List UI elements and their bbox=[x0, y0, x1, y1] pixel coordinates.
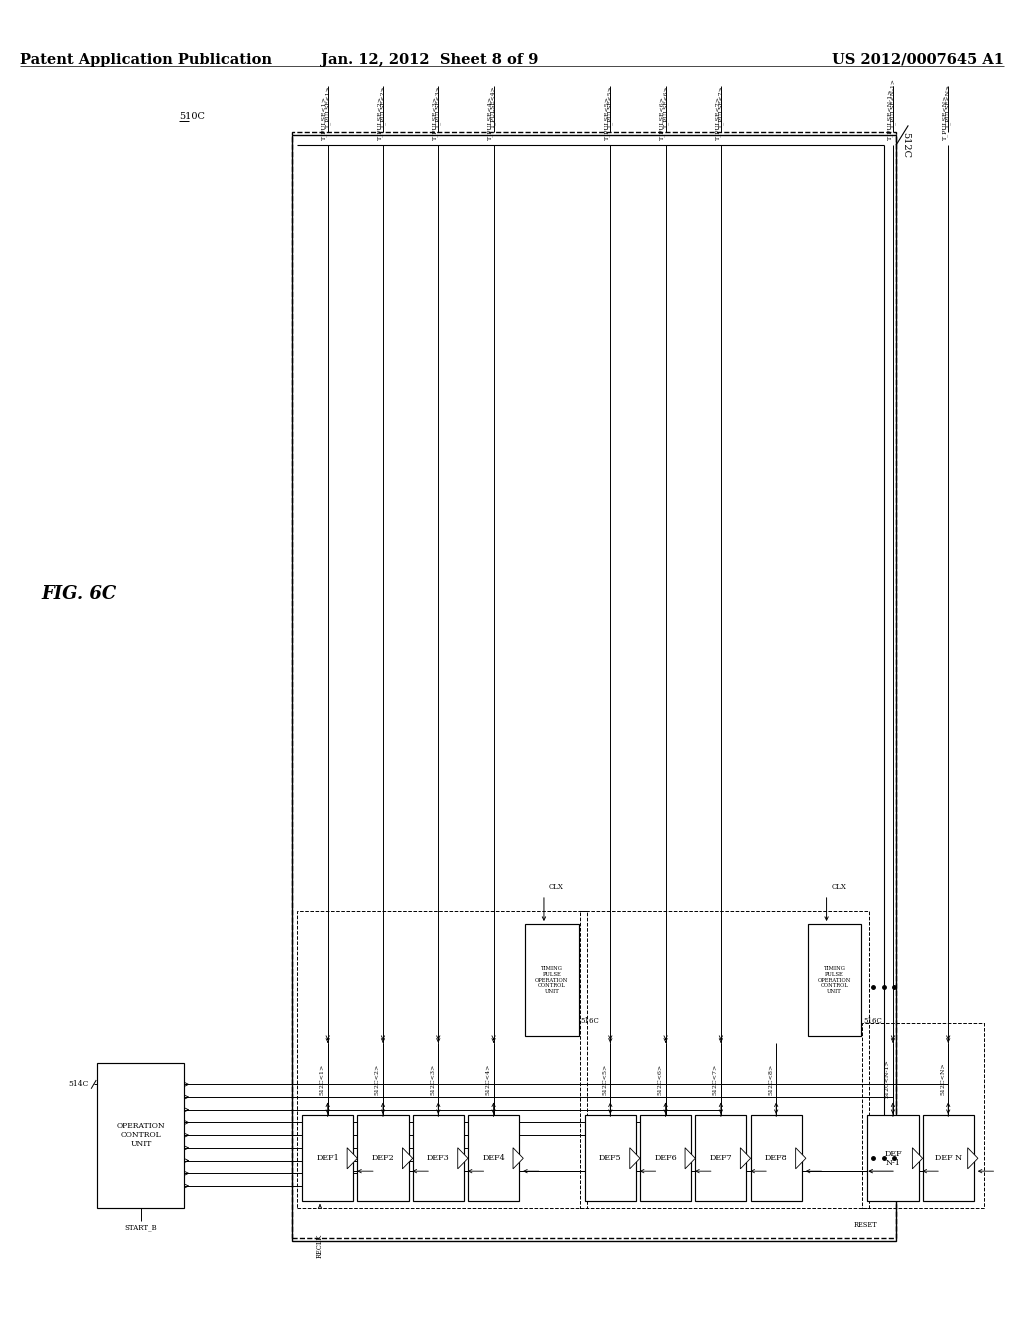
Polygon shape bbox=[912, 1147, 923, 1170]
Text: US 2012/0007645 A1: US 2012/0007645 A1 bbox=[831, 53, 1004, 67]
Text: T_PULSE<2>: T_PULSE<2> bbox=[380, 86, 386, 128]
Text: T_PULSE<7>: T_PULSE<7> bbox=[718, 86, 724, 128]
Text: RECLK: RECLK bbox=[316, 1234, 324, 1258]
Text: DEF8: DEF8 bbox=[765, 1154, 787, 1163]
FancyBboxPatch shape bbox=[585, 1115, 636, 1201]
Text: 510C: 510C bbox=[179, 112, 205, 121]
Text: DEF5: DEF5 bbox=[599, 1154, 622, 1163]
Text: T_PULSE<6>: T_PULSE<6> bbox=[663, 86, 669, 128]
FancyBboxPatch shape bbox=[695, 1115, 746, 1201]
Text: 512C: 512C bbox=[901, 132, 910, 158]
Text: T_PULSE<N>: T_PULSE<N> bbox=[945, 84, 951, 128]
Text: Jan. 12, 2012  Sheet 8 of 9: Jan. 12, 2012 Sheet 8 of 9 bbox=[322, 53, 539, 67]
Text: T_PULSE<5>: T_PULSE<5> bbox=[604, 96, 610, 140]
Text: DEF3: DEF3 bbox=[427, 1154, 450, 1163]
Text: T_PULSE<2>: T_PULSE<2> bbox=[377, 96, 383, 140]
Polygon shape bbox=[685, 1147, 695, 1170]
Polygon shape bbox=[796, 1147, 806, 1170]
FancyBboxPatch shape bbox=[867, 1115, 919, 1201]
FancyBboxPatch shape bbox=[923, 1115, 974, 1201]
Text: T_PULSE<N-1>: T_PULSE<N-1> bbox=[887, 88, 893, 140]
Text: START_B: START_B bbox=[125, 1224, 157, 1232]
Text: 512C<5>: 512C<5> bbox=[602, 1064, 607, 1094]
Text: TIMING
PULSE
OPERATION
CONTROL
UNIT: TIMING PULSE OPERATION CONTROL UNIT bbox=[536, 966, 568, 994]
Text: RESET: RESET bbox=[853, 1221, 878, 1229]
Text: TIMING
PULSE
OPERATION
CONTROL
UNIT: TIMING PULSE OPERATION CONTROL UNIT bbox=[818, 966, 851, 994]
Text: DEF1: DEF1 bbox=[316, 1154, 339, 1163]
Text: FIG. 6C: FIG. 6C bbox=[41, 585, 116, 603]
Text: 512C<N>: 512C<N> bbox=[940, 1063, 945, 1096]
Text: 512C<N-1>: 512C<N-1> bbox=[885, 1060, 890, 1098]
Text: T_PULSE<1>: T_PULSE<1> bbox=[322, 96, 328, 140]
Text: 512C<7>: 512C<7> bbox=[713, 1064, 718, 1094]
FancyBboxPatch shape bbox=[97, 1063, 184, 1208]
FancyBboxPatch shape bbox=[357, 1115, 409, 1201]
FancyBboxPatch shape bbox=[751, 1115, 802, 1201]
Text: T_PULSE<N>: T_PULSE<N> bbox=[942, 95, 948, 140]
Text: DEF
N-1: DEF N-1 bbox=[884, 1150, 902, 1167]
FancyBboxPatch shape bbox=[413, 1115, 464, 1201]
Text: 512C<6>: 512C<6> bbox=[657, 1064, 663, 1094]
Text: OPERATION
CONTROL
UNIT: OPERATION CONTROL UNIT bbox=[117, 1122, 165, 1148]
Polygon shape bbox=[740, 1147, 751, 1170]
Text: T_PULSE<6>: T_PULSE<6> bbox=[659, 96, 666, 140]
Polygon shape bbox=[630, 1147, 640, 1170]
Polygon shape bbox=[968, 1147, 978, 1170]
Polygon shape bbox=[402, 1147, 413, 1170]
Text: Patent Application Publication: Patent Application Publication bbox=[20, 53, 272, 67]
Polygon shape bbox=[458, 1147, 468, 1170]
Text: 516C: 516C bbox=[581, 1016, 599, 1024]
Text: T_PULSE<4>: T_PULSE<4> bbox=[487, 96, 494, 140]
Text: T_PULSE<7>: T_PULSE<7> bbox=[715, 96, 721, 140]
Text: CLX: CLX bbox=[549, 883, 564, 891]
Text: T_PULSE<3>: T_PULSE<3> bbox=[432, 96, 438, 140]
Text: T_PULSE<3>: T_PULSE<3> bbox=[435, 86, 441, 128]
Text: DEF N: DEF N bbox=[935, 1154, 962, 1163]
Text: 512C<4>: 512C<4> bbox=[485, 1064, 490, 1094]
Text: 512C<3>: 512C<3> bbox=[430, 1064, 435, 1094]
Text: T_PULSE<4>: T_PULSE<4> bbox=[490, 86, 497, 128]
Text: 512C<2>: 512C<2> bbox=[375, 1064, 380, 1094]
Text: CLX: CLX bbox=[831, 883, 847, 891]
FancyBboxPatch shape bbox=[808, 924, 861, 1036]
Text: DEF6: DEF6 bbox=[654, 1154, 677, 1163]
FancyBboxPatch shape bbox=[468, 1115, 519, 1201]
Text: 514C: 514C bbox=[69, 1080, 89, 1089]
Polygon shape bbox=[513, 1147, 523, 1170]
FancyBboxPatch shape bbox=[640, 1115, 691, 1201]
FancyBboxPatch shape bbox=[302, 1115, 353, 1201]
FancyBboxPatch shape bbox=[525, 924, 579, 1036]
Text: T_PULSE<5>: T_PULSE<5> bbox=[607, 86, 613, 128]
Text: 512C<1>: 512C<1> bbox=[319, 1064, 325, 1094]
Text: DEF7: DEF7 bbox=[710, 1154, 732, 1163]
Text: T_PULSE<1>: T_PULSE<1> bbox=[325, 86, 331, 128]
Text: DEF2: DEF2 bbox=[372, 1154, 394, 1163]
Text: T_PULSE<N-1>: T_PULSE<N-1> bbox=[890, 78, 896, 128]
Text: 512C<8>: 512C<8> bbox=[768, 1064, 773, 1094]
Text: DEF4: DEF4 bbox=[482, 1154, 505, 1163]
Polygon shape bbox=[347, 1147, 357, 1170]
Text: 516C: 516C bbox=[863, 1016, 882, 1024]
